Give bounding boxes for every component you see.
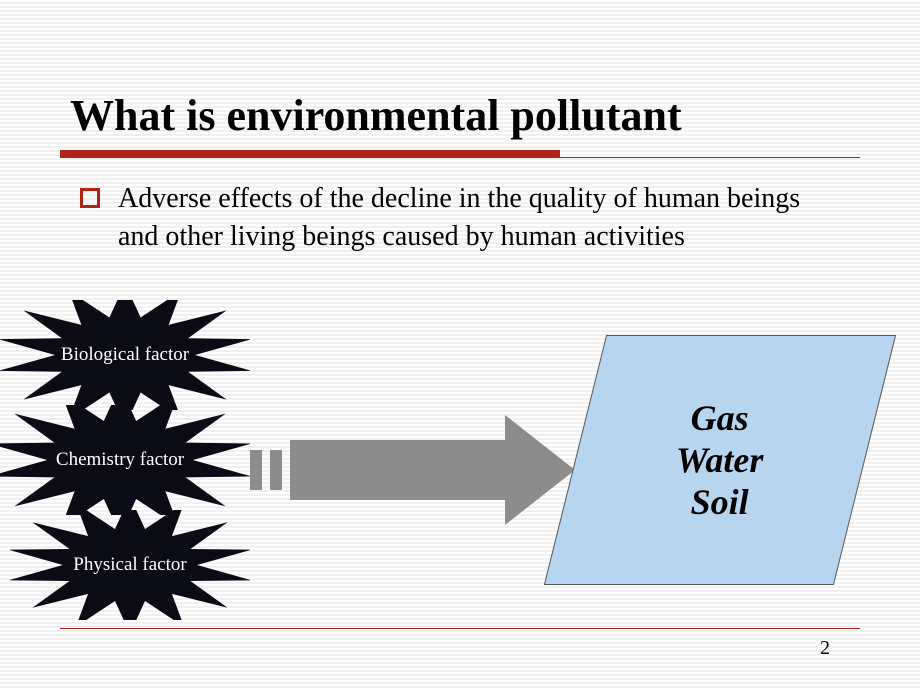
bullet-text: Adverse effects of the decline in the qu…	[118, 180, 840, 256]
media-item: Water	[676, 439, 763, 481]
underline-thin	[560, 157, 860, 158]
burst-label: Physical factor	[67, 554, 192, 576]
arrow-icon	[250, 420, 580, 520]
slide-title: What is environmental pollutant	[70, 90, 682, 141]
burst-2: Physical factor	[10, 510, 250, 620]
arrow-shaft	[290, 440, 505, 500]
media-item: Gas	[676, 397, 763, 439]
bullet-square-icon	[80, 188, 100, 208]
arrow-segment	[270, 450, 282, 490]
page-number: 2	[820, 637, 830, 660]
arrow-segment	[250, 450, 262, 490]
media-box: GasWaterSoil	[544, 335, 896, 585]
underline-thick	[60, 150, 560, 158]
slide-content: What is environmental pollutant Adverse …	[0, 0, 920, 690]
title-underline	[60, 150, 860, 164]
bottom-rule	[60, 628, 860, 629]
burst-0: Biological factor	[0, 300, 250, 410]
burst-label: Biological factor	[55, 344, 195, 366]
bullet-row: Adverse effects of the decline in the qu…	[80, 180, 840, 256]
burst-1: Chemistry factor	[0, 405, 250, 515]
media-item: Soil	[676, 481, 763, 523]
burst-label: Chemistry factor	[50, 449, 190, 471]
